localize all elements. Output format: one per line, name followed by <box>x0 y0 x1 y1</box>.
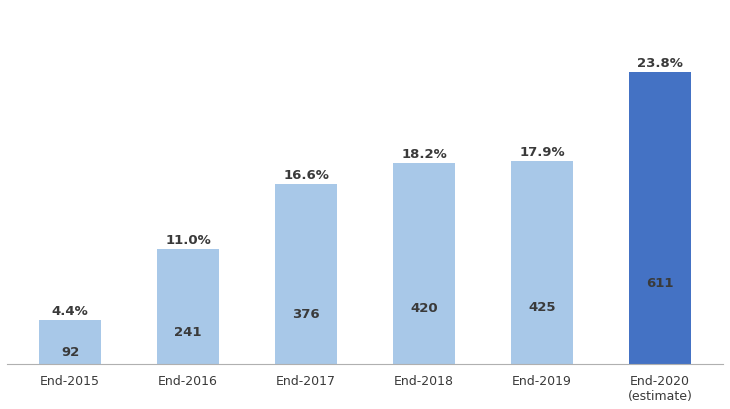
Text: 4.4%: 4.4% <box>52 304 88 317</box>
Text: 420: 420 <box>410 301 438 314</box>
Text: 23.8%: 23.8% <box>637 57 683 70</box>
Bar <box>511 162 572 364</box>
Text: 611: 611 <box>646 276 674 289</box>
Text: 11.0%: 11.0% <box>165 233 211 246</box>
Text: 92: 92 <box>61 345 80 358</box>
Text: 18.2%: 18.2% <box>401 148 447 161</box>
Bar <box>158 249 219 364</box>
Text: 241: 241 <box>174 325 202 338</box>
Bar <box>275 185 337 364</box>
Text: 425: 425 <box>528 301 556 314</box>
Text: 17.9%: 17.9% <box>519 146 565 159</box>
Bar <box>629 73 691 364</box>
Bar <box>39 320 101 364</box>
Text: 376: 376 <box>292 307 320 320</box>
Bar <box>393 164 455 364</box>
Text: 16.6%: 16.6% <box>283 169 329 182</box>
